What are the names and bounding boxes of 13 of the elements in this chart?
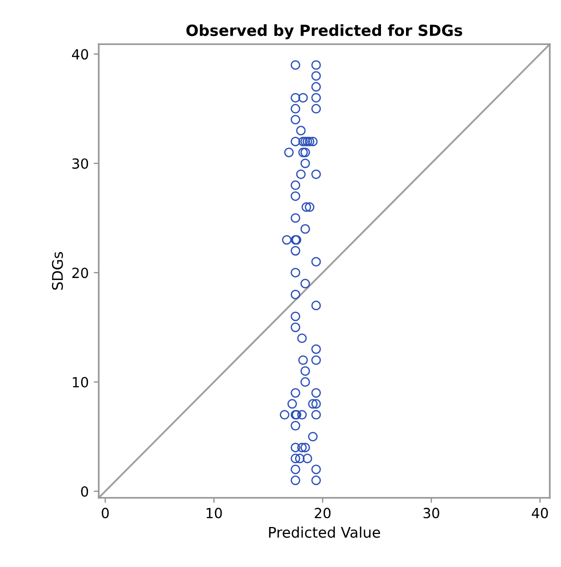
- x-tick-label: 10: [206, 508, 222, 518]
- y-tick-label: 40: [72, 49, 88, 60]
- x-tick-label: 30: [424, 508, 440, 518]
- x-tick-label: 0: [102, 508, 109, 518]
- y-tick-label: 30: [72, 158, 88, 169]
- chart-title: Observed by Predicted for SDGs: [186, 24, 462, 40]
- y-tick-label: 10: [72, 376, 88, 388]
- x-tick-label: 40: [532, 508, 548, 518]
- x-tick-label: 20: [314, 508, 331, 518]
- y-axis-title: SDGs: [52, 252, 63, 290]
- y-tick-label: 20: [72, 268, 88, 278]
- y-tick-label: 0: [81, 486, 88, 497]
- x-axis-title: Predicted Value: [269, 526, 380, 538]
